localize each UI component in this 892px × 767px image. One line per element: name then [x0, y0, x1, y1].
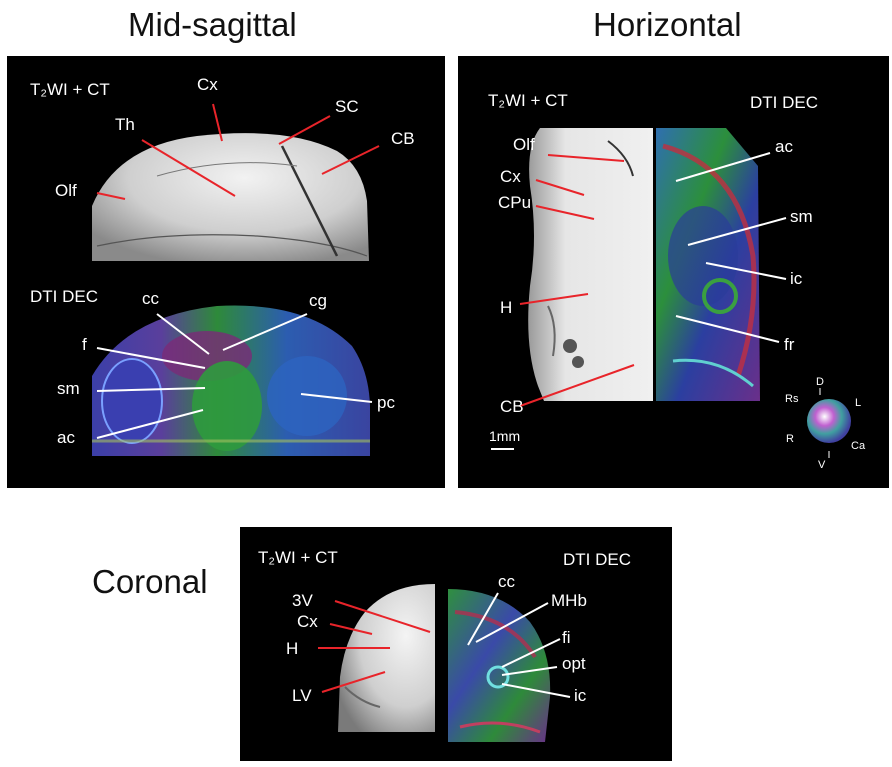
horizontal-images	[491, 128, 851, 450]
coronal-label-cx: Cx	[297, 612, 318, 631]
orientation-r: R	[786, 433, 794, 445]
horizontal-label-cx: Cx	[500, 167, 521, 186]
title-coronal: Coronal	[92, 563, 208, 600]
sagittal-t2-image	[92, 133, 369, 261]
horizontal-label-h: H	[500, 298, 513, 317]
orientation-sphere	[807, 399, 851, 443]
coronal-modality-dti: DTI DEC	[563, 550, 631, 569]
horizontal-label-ac: ac	[775, 137, 793, 156]
coronal-label-3v: 3V	[292, 591, 313, 610]
panel-horizontal: T₂WI + CT DTI DEC Olf Cx CPu H CB ac sm …	[458, 56, 889, 488]
horizontal-label-cpu: CPu	[498, 193, 532, 212]
horizontal-scale-label: 1mm	[489, 428, 521, 444]
coronal-label-lv: LV	[292, 686, 312, 705]
horizontal-modality-t2: T₂WI + CT	[488, 91, 568, 110]
orientation-ca: Ca	[851, 440, 866, 452]
sagittal-label-pc: pc	[377, 393, 395, 412]
coronal-label-ic: ic	[574, 686, 587, 705]
horizontal-label-sm: sm	[790, 207, 813, 226]
sagittal-label-th: Th	[115, 115, 135, 134]
coronal-label-cc: cc	[498, 572, 515, 591]
coronal-t2-image	[338, 584, 435, 732]
sagittal-modality-dti: DTI DEC	[30, 287, 98, 306]
coronal-label-h: H	[286, 639, 299, 658]
coronal-label-fi: fi	[562, 628, 571, 647]
sagittal-label-cx: Cx	[197, 75, 218, 94]
sagittal-label-f: f	[82, 335, 87, 354]
horizontal-modality-dti: DTI DEC	[750, 93, 818, 112]
horizontal-label-ic: ic	[790, 269, 803, 288]
horizontal-t2-image	[528, 128, 653, 401]
sagittal-label-olf: Olf	[55, 181, 77, 200]
title-mid-sagittal: Mid-sagittal	[128, 6, 297, 43]
sagittal-label-ac: ac	[57, 428, 75, 447]
title-horizontal: Horizontal	[593, 6, 742, 43]
horizontal-label-cb: CB	[500, 397, 524, 416]
horizontal-label-fr: fr	[784, 335, 795, 354]
panel-mid-sagittal: T₂WI + CT DTI DEC Cx Th SC CB Olf cc cg …	[7, 56, 445, 488]
horizontal-label-olf: Olf	[513, 135, 535, 154]
sagittal-label-sm: sm	[57, 379, 80, 398]
orientation-l: L	[855, 397, 862, 409]
sagittal-label-cb: CB	[391, 129, 415, 148]
sagittal-label-cg: cg	[309, 291, 327, 310]
orientation-rs: Rs	[785, 393, 799, 405]
orientation-v: V	[818, 459, 826, 471]
sagittal-images	[92, 133, 370, 456]
coronal-label-mhb: MHb	[551, 591, 587, 610]
coronal-label-opt: opt	[562, 654, 586, 673]
sagittal-label-sc: SC	[335, 97, 359, 116]
panel-coronal: T₂WI + CT DTI DEC 3V Cx H LV cc MHb fi o…	[240, 527, 672, 761]
coronal-modality-t2: T₂WI + CT	[258, 548, 338, 567]
sagittal-modality-t2: T₂WI + CT	[30, 80, 110, 99]
sagittal-label-cc: cc	[142, 289, 159, 308]
orientation-d: D	[816, 376, 824, 388]
